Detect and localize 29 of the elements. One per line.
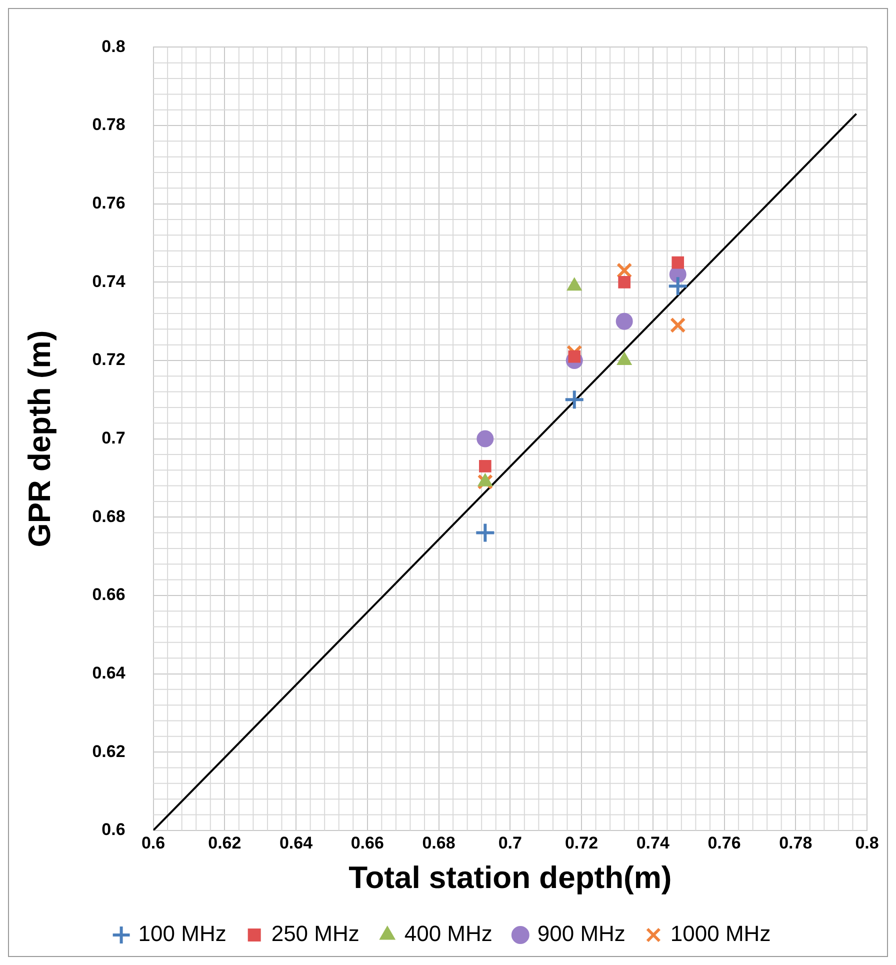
- legend-label: 100 MHz: [138, 921, 226, 946]
- legend-label: 900 MHz: [537, 921, 626, 946]
- x-tick-label: 0.68: [422, 833, 456, 852]
- y-tick-label: 0.72: [92, 350, 126, 370]
- legend-label: 400 MHz: [404, 921, 492, 946]
- y-tick-label: 0.68: [92, 506, 126, 526]
- y-axis-title: GPR depth (m): [22, 330, 58, 548]
- y-tick-label: 0.7: [102, 428, 126, 448]
- legend-label: 1000 MHz: [670, 921, 771, 946]
- y-tick-label: 0.66: [92, 585, 126, 604]
- y-tick-label: 0.78: [92, 115, 126, 134]
- x-tick-label: 0.6: [141, 833, 166, 852]
- y-tick-label: 0.76: [92, 194, 126, 213]
- legend-label: 250 MHz: [271, 921, 360, 946]
- x-tick-label: 0.64: [279, 833, 314, 852]
- y-tick-label: 0.74: [92, 272, 126, 291]
- x-tick-label: 0.8: [855, 833, 879, 852]
- x-tick-label: 0.72: [564, 833, 598, 852]
- x-tick-label: 0.78: [779, 833, 812, 852]
- y-tick-label: 0.64: [92, 663, 126, 682]
- x-tick-label: 0.76: [708, 833, 741, 852]
- y-tick-label: 0.8: [102, 36, 126, 56]
- y-tick-label: 0.6: [102, 820, 126, 840]
- x-tick-label: 0.74: [636, 833, 670, 852]
- x-tick-label: 0.7: [498, 833, 522, 852]
- x-axis-title: Total station depth(m): [348, 860, 672, 895]
- x-tick-label: 0.62: [208, 833, 242, 852]
- x-tick-label: 0.66: [350, 833, 384, 852]
- y-tick-label: 0.62: [92, 742, 126, 761]
